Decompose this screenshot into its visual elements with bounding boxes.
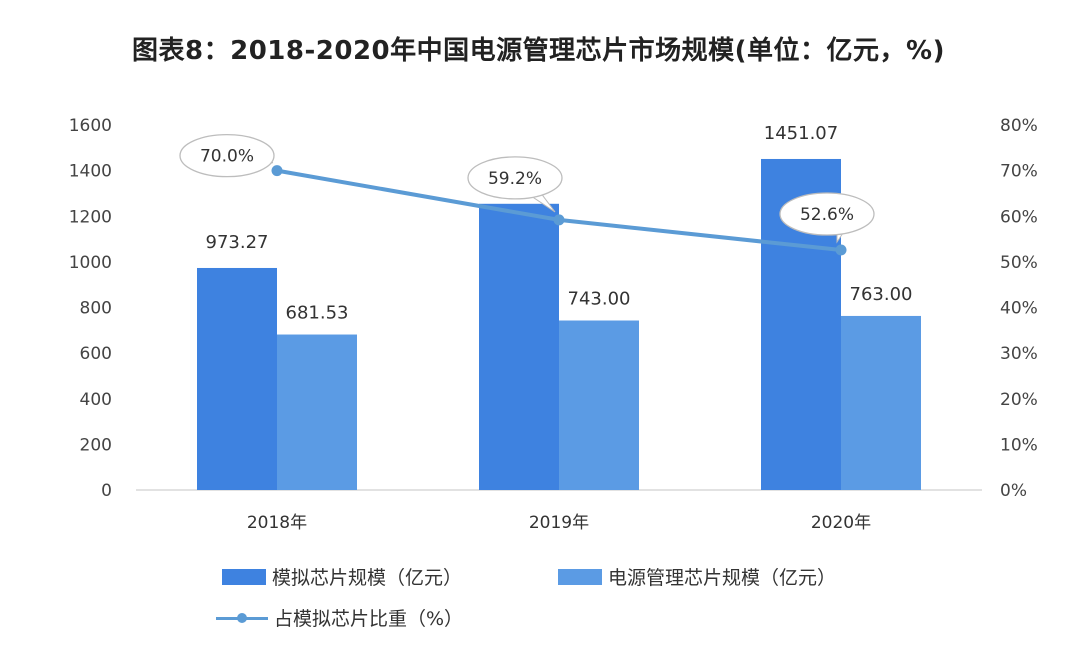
ratio-callout	[467, 156, 563, 200]
bar-analog	[479, 203, 559, 490]
data-label-power: 681.53	[286, 303, 349, 324]
y-left-tick-label: 1400	[69, 162, 112, 182]
ratio-point	[553, 214, 565, 226]
legend-item-power: 电源管理芯片规模（亿元）	[558, 563, 836, 590]
bar-power	[841, 315, 921, 490]
bar-power	[559, 320, 639, 490]
x-tick-label: 2018年	[247, 513, 307, 533]
y-right-tick-label: 50%	[1000, 253, 1038, 273]
legend-label-ratio: 占模拟芯片比重（%）	[274, 608, 464, 630]
bars	[197, 158, 921, 490]
y-left-tick-label: 200	[80, 435, 112, 455]
legend-swatch-analog	[222, 568, 266, 585]
y-right-tick-label: 30%	[1000, 344, 1038, 364]
data-label-power: 743.00	[568, 289, 631, 310]
y-left-tick-label: 600	[80, 344, 112, 364]
x-tick-label: 2020年	[811, 513, 871, 533]
legend-label-analog: 模拟芯片规模（亿元）	[272, 567, 463, 589]
legend-swatch-power	[558, 568, 602, 585]
y-right-tick-label: 80%	[1000, 116, 1038, 136]
data-label-power: 763.00	[850, 284, 913, 305]
ratio-line	[271, 165, 847, 256]
y-left-tick-label: 1200	[69, 207, 112, 227]
legend-item-ratio: 占模拟芯片比重（%）	[216, 604, 463, 631]
ratio-callout	[779, 192, 875, 236]
y-left-tick-label: 400	[80, 390, 112, 410]
y-left-tick-label: 0	[101, 481, 112, 501]
bar-analog	[197, 267, 277, 490]
y-right-tick-label: 10%	[1000, 435, 1038, 455]
data-label-ratio: 59.2%	[488, 169, 542, 189]
legend-item-analog: 模拟芯片规模（亿元）	[222, 563, 462, 590]
y-right-tick-label: 40%	[1000, 299, 1038, 319]
y-left-tick-label: 800	[80, 299, 112, 319]
legend-label-power: 电源管理芯片规模（亿元）	[608, 567, 837, 589]
y-left-tick-label: 1000	[69, 253, 112, 273]
y-right-tick-label: 70%	[1000, 162, 1038, 182]
legend-swatch-ratio	[216, 610, 268, 626]
chart-title: 图表8：2018-2020年中国电源管理芯片市场规模(单位：亿元，%)	[132, 36, 945, 66]
bar-power	[277, 334, 357, 490]
y-right-tick-label: 60%	[1000, 207, 1038, 227]
x-tick-label: 2019年	[529, 513, 589, 533]
ratio-point	[271, 165, 283, 177]
data-label-ratio: 52.6%	[800, 205, 854, 225]
data-label-ratio: 70.0%	[200, 147, 254, 167]
y-left-tick-label: 1600	[69, 116, 112, 136]
y-right-tick-label: 20%	[1000, 390, 1038, 410]
data-label-analog: 973.27	[206, 232, 269, 253]
axes: 0 200 400 600 800 1000 1200 1400 1600 0% 10% 20% 30%…	[69, 116, 1038, 533]
ratio-point	[835, 244, 847, 256]
data-label-analog: 1451.07	[764, 123, 838, 144]
ratio-callout	[179, 133, 275, 178]
y-right-tick-label: 0%	[1000, 481, 1027, 501]
data-labels: 973.27681.5312743.001451.07763.0070.0%59…	[179, 123, 913, 324]
